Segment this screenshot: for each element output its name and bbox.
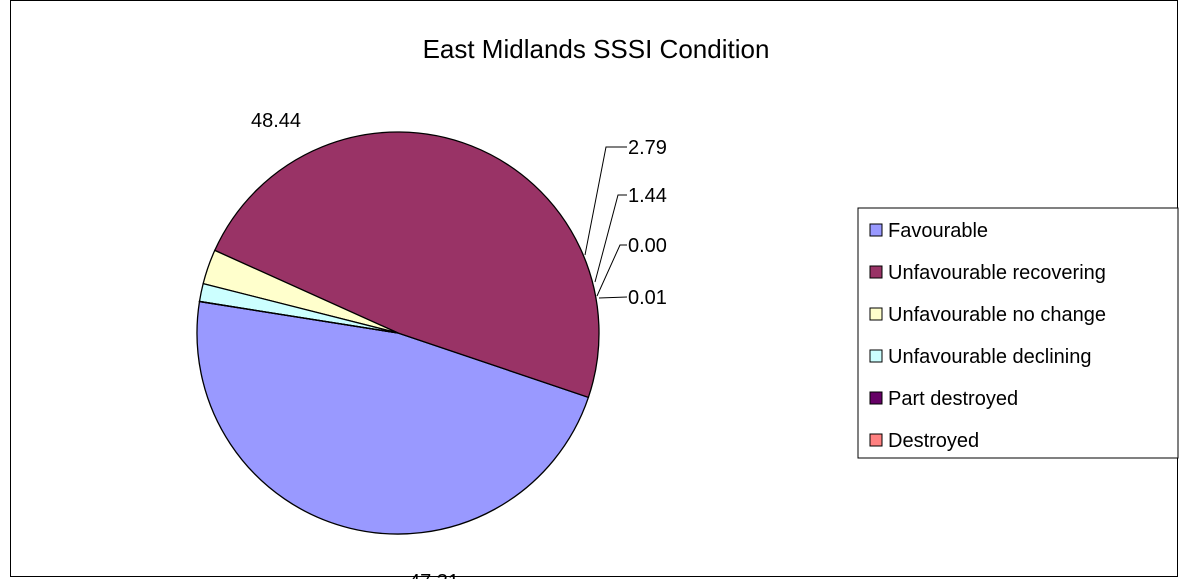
legend-label-favourable: Favourable (888, 220, 988, 242)
leader-line-unfavourable-declining (594, 194, 627, 283)
data-label-unfavourable-no-change: 2.79 (628, 137, 667, 159)
legend-swatch-unfavourable-declining (869, 349, 883, 363)
legend-label-part-destroyed: Part destroyed (888, 388, 1018, 410)
leader-line-unfavourable-no-change (584, 146, 627, 256)
label-leader-lines (584, 146, 628, 299)
legend-box (857, 207, 1179, 459)
legend-swatch-favourable (869, 223, 883, 237)
leader-line-destroyed (598, 296, 628, 299)
data-label-part-destroyed: 0.00 (628, 235, 667, 257)
pie-slices (196, 131, 600, 535)
pie-slice-favourable (196, 300, 590, 535)
pie-slice-unfavourable-recovering (213, 131, 600, 399)
legend: Favourable Unfavourable recovering Unfavou… (857, 207, 1179, 459)
chart-title: East Midlands SSSI Condition (423, 34, 770, 64)
pie-slice-destroyed (198, 300, 399, 334)
leader-line-part-destroyed (596, 244, 627, 297)
legend-swatch-unfavourable-recovering (869, 265, 883, 279)
data-label-favourable: 47.31 (409, 571, 459, 579)
legend-swatch-destroyed (869, 433, 883, 447)
legend-swatch-unfavourable-no-change (869, 307, 883, 321)
legend-label-unfavourable-no-change: Unfavourable no change (888, 304, 1106, 326)
data-label-unfavourable-recovering: 48.44 (251, 110, 301, 132)
legend-label-destroyed: Destroyed (888, 430, 979, 452)
legend-label-unfavourable-declining: Unfavourable declining (888, 346, 1091, 368)
legend-swatch-part-destroyed (869, 391, 883, 405)
data-label-destroyed: 0.01 (628, 287, 667, 309)
legend-label-unfavourable-recovering: Unfavourable recovering (888, 262, 1106, 284)
data-labels: 47.31 48.44 2.79 1.44 0.00 0.01 (251, 110, 667, 579)
data-label-unfavourable-declining: 1.44 (628, 185, 667, 207)
